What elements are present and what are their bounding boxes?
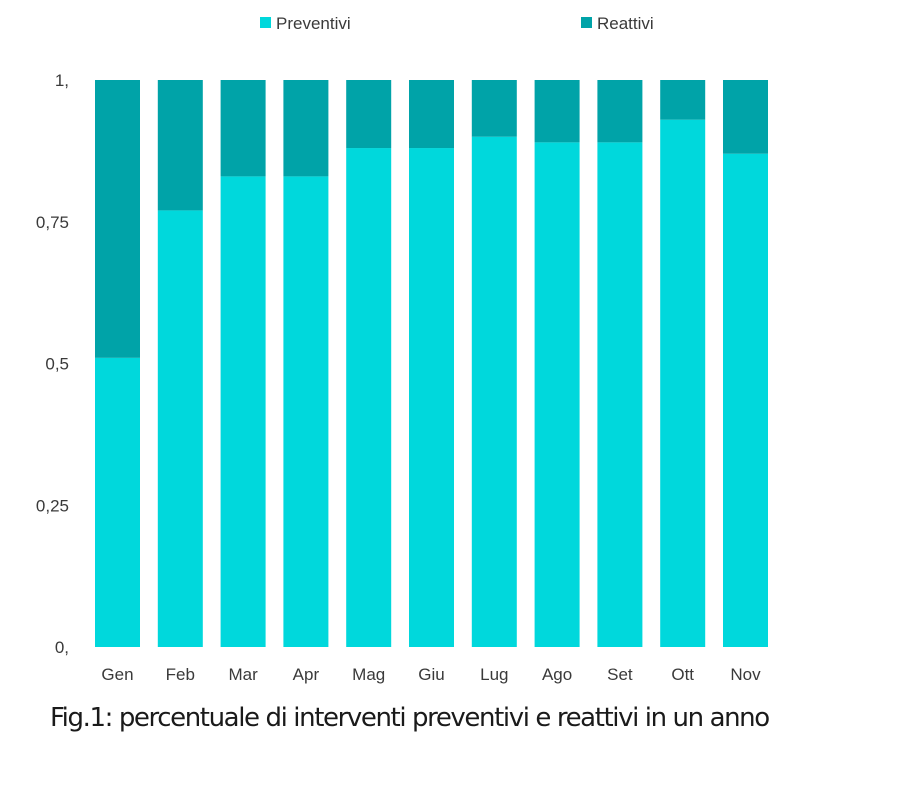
x-tick-label: Feb xyxy=(166,665,195,684)
bar-reattivi-mag xyxy=(346,80,392,149)
bar-reattivi-lug xyxy=(471,80,517,137)
x-tick-label: Ott xyxy=(671,665,694,684)
x-tick-label: Lug xyxy=(480,665,508,684)
legend-swatch xyxy=(581,17,592,28)
figure-caption: Fig.1: percentuale di interventi prevent… xyxy=(50,703,770,733)
bar-reattivi-ott xyxy=(660,80,706,120)
bar-preventivi-apr xyxy=(283,176,329,647)
bar-preventivi-mag xyxy=(346,148,392,648)
x-tick-label: Gen xyxy=(101,665,133,684)
legend-item-preventivi: Preventivi xyxy=(260,14,351,33)
bars-group xyxy=(95,80,768,648)
bar-preventivi-nov xyxy=(723,153,768,647)
bar-preventivi-set xyxy=(597,142,643,647)
y-tick-label: 0,75 xyxy=(36,213,69,232)
bar-reattivi-giu xyxy=(409,80,454,149)
legend-item-reattivi: Reattivi xyxy=(581,14,654,33)
bar-preventivi-ago xyxy=(534,142,580,647)
y-tick-label: 0,25 xyxy=(36,496,69,515)
y-axis: 0, 0,25 0,5 0,75 1, xyxy=(36,71,69,657)
x-tick-label: Apr xyxy=(293,665,320,684)
bar-preventivi-feb xyxy=(157,210,203,647)
bar-reattivi-set xyxy=(597,80,643,143)
x-tick-label: Set xyxy=(607,665,633,684)
bar-reattivi-ago xyxy=(534,80,580,143)
bar-reattivi-apr xyxy=(283,80,329,177)
bar-reattivi-mar xyxy=(220,80,266,177)
x-axis: Gen Feb Mar Apr Mag Giu Lug Ago Set Ott Nov xyxy=(101,665,761,684)
x-tick-label: Mag xyxy=(352,665,385,684)
x-tick-label: Nov xyxy=(730,665,761,684)
bar-preventivi-lug xyxy=(471,136,517,647)
bar-preventivi-gen xyxy=(95,357,140,647)
y-tick-label: 0, xyxy=(55,638,69,657)
x-tick-label: Mar xyxy=(228,665,258,684)
legend-swatch xyxy=(260,17,271,28)
bar-reattivi-nov xyxy=(723,80,768,154)
bar-reattivi-gen xyxy=(95,80,140,358)
x-tick-label: Giu xyxy=(418,665,444,684)
bar-preventivi-mar xyxy=(220,176,266,647)
x-tick-label: Ago xyxy=(542,665,572,684)
chart-legend: Preventivi Reattivi xyxy=(260,14,654,33)
legend-label: Preventivi xyxy=(276,14,351,33)
y-tick-label: 0,5 xyxy=(45,355,69,374)
y-tick-label: 1, xyxy=(55,71,69,90)
legend-label: Reattivi xyxy=(597,14,654,33)
bar-preventivi-giu xyxy=(409,148,454,648)
bar-preventivi-ott xyxy=(660,119,706,647)
bar-reattivi-feb xyxy=(157,80,203,211)
